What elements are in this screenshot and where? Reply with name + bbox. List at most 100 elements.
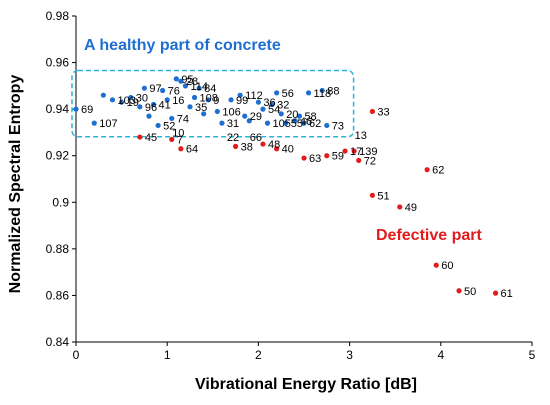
- point-label: 76: [168, 86, 180, 98]
- point-label: 72: [364, 155, 376, 167]
- point-label: 103: [117, 95, 135, 107]
- point-label: 108: [200, 93, 218, 105]
- data-point: [283, 120, 289, 126]
- y-tick-label: 0.88: [46, 242, 70, 256]
- point-label: 28: [186, 76, 198, 88]
- point-label: 22: [227, 132, 239, 144]
- y-tick-label: 0.86: [46, 288, 70, 302]
- point-label: 40: [282, 144, 294, 156]
- data-point: [201, 111, 207, 117]
- point-label: 49: [405, 202, 417, 214]
- data-point: [369, 108, 375, 115]
- data-point: [100, 92, 106, 98]
- x-axis-title: Vibrational Energy Ratio [dB]: [195, 376, 417, 393]
- data-point: [274, 90, 280, 96]
- y-tick-label: 0.98: [46, 9, 70, 23]
- point-labels: 6910710319309697415276167495281143510884…: [81, 74, 513, 300]
- ticks: 0 1 2 3 4 50.840.860.880.90.920.940.960.98: [46, 9, 536, 362]
- data-point: [150, 101, 157, 108]
- data-point: [242, 113, 248, 119]
- data-point: [246, 118, 252, 124]
- healthy-region-box: [71, 69, 355, 138]
- point-label: 20: [286, 109, 298, 121]
- point-label: 118: [314, 88, 332, 100]
- point-label: 107: [99, 118, 117, 130]
- y-tick-label: 0.84: [46, 335, 70, 349]
- point-label: 41: [159, 99, 171, 111]
- data-point: [274, 146, 280, 152]
- data-point: [456, 288, 462, 294]
- x-tick-label: 1: [164, 348, 171, 362]
- data-point: [214, 108, 220, 115]
- data-point: [155, 122, 161, 129]
- data-point: [178, 78, 184, 84]
- data-point: [119, 99, 125, 105]
- data-point: [137, 104, 143, 110]
- y-tick-label: 0.9: [52, 195, 69, 209]
- data-point: [146, 113, 152, 119]
- data-point: [164, 97, 170, 103]
- data-point: [233, 143, 239, 149]
- data-point: [319, 87, 325, 94]
- x-tick-label: 3: [346, 348, 353, 362]
- y-tick-label: 0.94: [46, 102, 70, 116]
- data-point: [301, 120, 307, 126]
- x-tick-label: 2: [255, 348, 262, 362]
- point-label: 50: [464, 286, 476, 298]
- data-point: [91, 120, 97, 126]
- data-point: [191, 94, 198, 101]
- point-label: 17: [350, 146, 362, 158]
- point-label: 29: [250, 111, 262, 123]
- point-label: 95: [181, 74, 193, 86]
- data-point: [160, 87, 166, 94]
- data-point: [205, 97, 211, 103]
- point-label: 62: [309, 118, 321, 130]
- point-label: 7: [177, 134, 183, 146]
- data-point: [109, 97, 116, 103]
- data-point: [433, 262, 439, 268]
- data-point: [269, 101, 275, 108]
- point-label: 9: [213, 95, 219, 107]
- point-label: 74: [177, 113, 189, 125]
- point-label: 58: [304, 111, 316, 123]
- data-point: [182, 83, 189, 89]
- point-label: 73: [332, 120, 344, 132]
- data-point: [324, 122, 330, 129]
- point-label: 45: [145, 132, 157, 144]
- annotation-healthy: A healthy part of concrete: [84, 37, 281, 54]
- point-label: 31: [227, 118, 239, 130]
- point-label: 96: [145, 102, 157, 114]
- data-point: [292, 118, 298, 124]
- data-point: [424, 167, 430, 173]
- data-point: [342, 148, 348, 154]
- data-point: [260, 106, 266, 112]
- x-tick-label: 4: [437, 348, 444, 362]
- data-point: [324, 153, 330, 159]
- point-label: 139: [359, 146, 377, 158]
- annotation-defective: Defective part: [376, 227, 482, 244]
- x-tick-label: 0: [73, 348, 80, 362]
- point-label: 35: [195, 102, 207, 114]
- data-point: [228, 97, 234, 103]
- data-point: [255, 99, 261, 105]
- data-point: [264, 120, 271, 126]
- point-label: 32: [277, 99, 289, 111]
- data-point: [73, 106, 79, 112]
- point-label: 36: [263, 97, 275, 109]
- point-label: 112: [245, 90, 263, 102]
- point-label: 59: [332, 151, 344, 163]
- point-label: 56: [282, 88, 294, 100]
- point-label: 10: [172, 127, 184, 139]
- data-point: [141, 85, 147, 91]
- data-point: [237, 92, 243, 98]
- point-label: 33: [377, 106, 389, 118]
- point-label: 48: [268, 139, 280, 151]
- data-point: [196, 85, 202, 91]
- data-point: [187, 104, 193, 110]
- point-label: 55: [291, 118, 303, 130]
- data-point: [356, 157, 362, 163]
- point-label: 38: [241, 141, 253, 153]
- data-point: [169, 115, 175, 122]
- point-label: 60: [441, 260, 453, 272]
